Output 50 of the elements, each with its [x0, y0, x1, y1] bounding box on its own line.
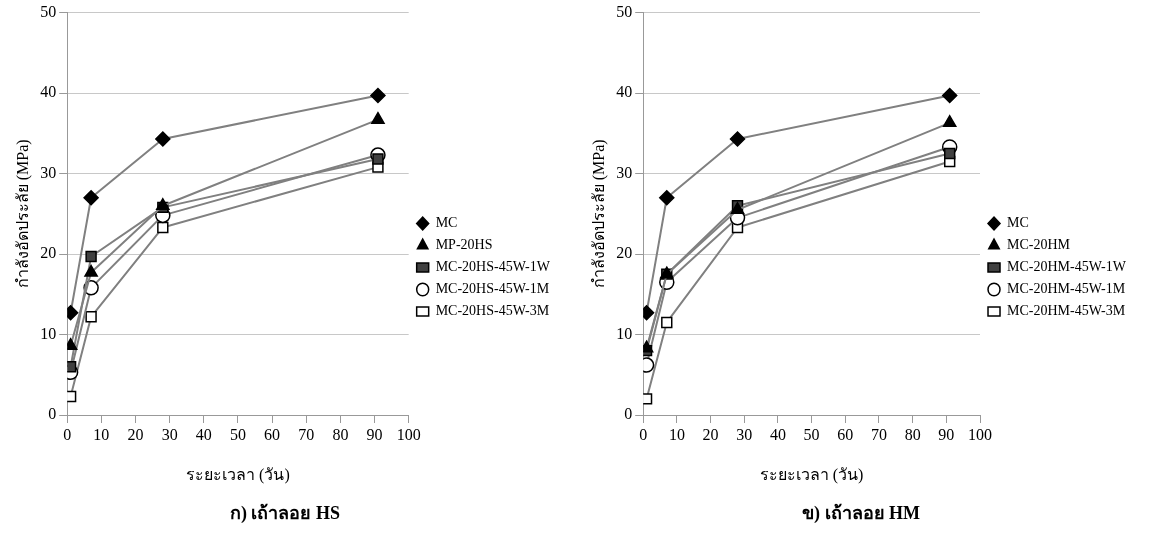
- y-tick-label: 0: [48, 405, 57, 423]
- legend-label: MC: [435, 215, 458, 231]
- y-tick-label: 40: [40, 83, 57, 101]
- x-tick-label: 80: [332, 425, 349, 443]
- legend-label: MC-20HM-45W-1M: [1007, 281, 1126, 297]
- y-tick-label: 10: [616, 324, 633, 342]
- x-tick-label: 0: [63, 425, 72, 443]
- y-tick-label: 30: [616, 163, 633, 181]
- x-tick-label: 20: [127, 425, 144, 443]
- x-tick-label: 100: [396, 425, 421, 443]
- y-axis-title: กำลังอัดประลัย (MPa): [589, 139, 608, 289]
- y-tick-label: 0: [624, 405, 633, 423]
- y-tick-label: 30: [40, 163, 57, 181]
- y-tick-label: 20: [616, 244, 633, 262]
- x-tick-label: 50: [229, 425, 246, 443]
- x-tick-label: 20: [702, 425, 719, 443]
- legend-label: MC-20HS-45W-1M: [435, 281, 550, 297]
- x-tick-label: 90: [366, 425, 383, 443]
- x-axis-title: ระยะเวลา (วัน): [186, 466, 290, 484]
- legend-label: MC-20HS-45W-1W: [435, 259, 551, 275]
- y-tick-label: 40: [616, 83, 633, 101]
- x-tick-label: 30: [161, 425, 178, 443]
- x-tick-label: 100: [968, 425, 993, 443]
- x-tick-label: 70: [298, 425, 315, 443]
- x-tick-label: 60: [837, 425, 854, 443]
- x-tick-label: 40: [195, 425, 212, 443]
- x-tick-label: 50: [803, 425, 820, 443]
- legend-label: MC-20HS-45W-3M: [435, 303, 550, 319]
- x-tick-label: 70: [870, 425, 887, 443]
- legend-label: MC-20HM-45W-3M: [1007, 303, 1126, 319]
- x-tick-label: 90: [938, 425, 955, 443]
- y-tick-label: 10: [40, 324, 57, 342]
- y-tick-label: 20: [40, 244, 57, 262]
- legend-label: MC-20HM-45W-1W: [1007, 259, 1127, 275]
- legend-label: MC-20HM: [1007, 237, 1071, 253]
- x-tick-label: 80: [904, 425, 921, 443]
- legend-label: MC: [1007, 215, 1029, 231]
- x-tick-label: 40: [769, 425, 786, 443]
- y-tick-label: 50: [40, 2, 57, 20]
- x-tick-label: 10: [668, 425, 685, 443]
- x-tick-label: 10: [93, 425, 110, 443]
- y-axis-title: กำลังอัดประลัย (MPa): [13, 139, 32, 289]
- legend-label: MP-20HS: [435, 237, 493, 253]
- x-axis-title: ระยะเวลา (วัน): [759, 466, 864, 484]
- x-tick-label: 60: [264, 425, 281, 443]
- text: ก) เถ้าลอย HS: [229, 502, 341, 524]
- x-tick-label: 30: [736, 425, 753, 443]
- y-tick-label: 50: [616, 2, 633, 20]
- x-tick-label: 0: [639, 425, 648, 443]
- text: ข) เถ้าลอย HM: [802, 502, 920, 524]
